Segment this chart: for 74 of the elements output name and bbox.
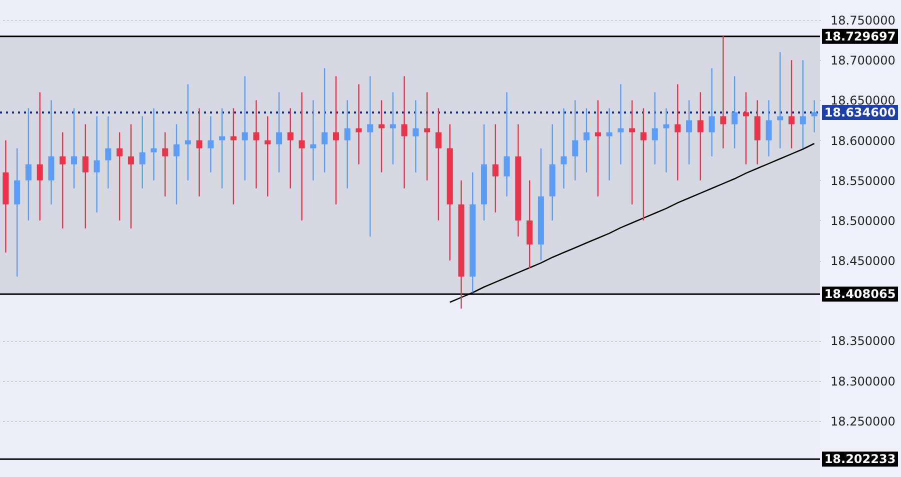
candlestick	[344, 100, 350, 189]
candlestick	[378, 100, 385, 173]
candlestick	[94, 116, 100, 214]
candlestick	[150, 108, 157, 181]
candlestick	[174, 124, 180, 206]
candlestick	[219, 108, 226, 189]
y-tick-label: 18.700000	[830, 54, 896, 68]
candlestick	[800, 60, 806, 149]
candlestick	[788, 60, 795, 149]
candlestick	[139, 116, 146, 189]
candlestick	[504, 92, 510, 198]
candlestick	[424, 92, 430, 181]
candlestick	[811, 100, 818, 133]
candlestick	[401, 76, 408, 189]
candlestick	[652, 92, 658, 165]
candlestick	[674, 84, 681, 181]
candlestick	[492, 124, 498, 214]
candlestick	[196, 108, 202, 198]
candlestick	[60, 132, 66, 230]
candlestick	[412, 100, 419, 173]
candlestick	[322, 68, 328, 173]
candlestick	[367, 76, 374, 238]
candlestick	[230, 108, 236, 206]
y-tick-label: 18.500000	[830, 214, 896, 228]
candlestick	[71, 108, 78, 189]
candlestick	[572, 100, 578, 181]
candlestick	[708, 68, 715, 157]
candlestick	[208, 116, 214, 173]
ref-line-label: 18.408065	[824, 287, 896, 302]
candlestick	[686, 100, 692, 165]
y-tick-label: 18.550000	[830, 174, 896, 188]
candlestick	[732, 76, 738, 149]
candlestick	[629, 100, 636, 206]
candlestick	[162, 132, 168, 198]
candlestick	[594, 100, 601, 198]
candlestick	[242, 76, 248, 181]
candlestick	[287, 108, 294, 189]
ref-line-label: 18.202233	[824, 452, 896, 466]
candlestick	[640, 108, 646, 222]
candlestick	[264, 116, 271, 198]
candlestick	[332, 76, 339, 206]
candlestick	[356, 84, 362, 165]
y-tick-label: 18.600000	[830, 134, 896, 148]
candlestick	[82, 124, 88, 230]
ref-line-label: 18.729697	[824, 29, 896, 44]
y-tick-label: 18.350000	[830, 334, 896, 348]
candlestick	[116, 132, 123, 222]
y-tick-label: 18.250000	[830, 414, 896, 428]
candlestick	[697, 92, 704, 181]
y-tick-label: 18.300000	[830, 374, 896, 388]
candlestick	[606, 108, 612, 181]
candlestick	[128, 124, 134, 230]
candlestick	[184, 84, 191, 181]
candlestick	[618, 84, 624, 165]
candlestick	[276, 92, 282, 173]
candlestick	[766, 100, 772, 157]
candlestick	[253, 100, 260, 189]
y-tick-label: 18.650000	[830, 94, 896, 108]
candlestick	[720, 35, 726, 149]
candlestick	[25, 108, 32, 222]
y-tick-label: 18.450000	[830, 254, 896, 268]
candlestick	[36, 92, 43, 222]
ref-line-label: 18.634600	[824, 106, 896, 120]
candlestick	[663, 108, 670, 173]
candlestick	[777, 52, 784, 149]
y-tick-label: 18.750000	[830, 14, 896, 28]
candlestick	[584, 108, 590, 173]
candlestick	[742, 92, 749, 165]
candlestick	[435, 108, 442, 222]
candlestick	[298, 92, 305, 222]
candlestick	[390, 92, 396, 165]
candlestick	[105, 116, 112, 189]
candlestick	[560, 108, 567, 189]
candlestick	[310, 100, 316, 181]
